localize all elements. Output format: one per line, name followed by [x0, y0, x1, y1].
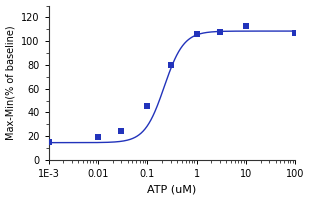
Point [145, 105, 150, 108]
Point [218, 30, 223, 33]
Point [168, 63, 173, 67]
Point [243, 24, 248, 27]
Y-axis label: Max-Min(% of baseline): Max-Min(% of baseline) [6, 25, 16, 140]
Point [46, 140, 51, 144]
Point [194, 32, 199, 36]
Point [293, 31, 298, 34]
Point [119, 130, 124, 133]
X-axis label: ATP (uM): ATP (uM) [147, 184, 197, 194]
Point [95, 136, 100, 139]
